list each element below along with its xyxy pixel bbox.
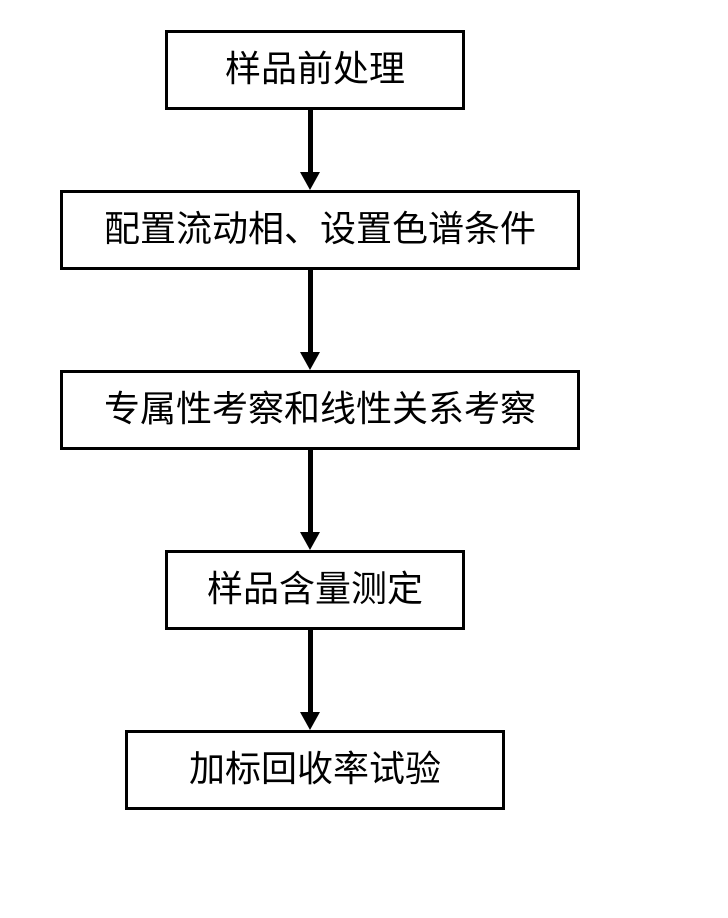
arrow-2-head (300, 352, 320, 370)
flow-node-3-label: 专属性考察和线性关系考察 (104, 388, 536, 431)
arrow-4-head (300, 712, 320, 730)
arrow-4-line (308, 630, 313, 712)
flow-node-4-label: 样品含量测定 (207, 568, 423, 611)
arrow-3-head (300, 532, 320, 550)
flow-node-3: 专属性考察和线性关系考察 (60, 370, 580, 450)
arrow-3-line (308, 450, 313, 532)
flow-node-2: 配置流动相、设置色谱条件 (60, 190, 580, 270)
flow-node-2-label: 配置流动相、设置色谱条件 (104, 208, 536, 251)
flow-node-1: 样品前处理 (165, 30, 465, 110)
flow-node-1-label: 样品前处理 (225, 48, 405, 91)
arrow-1-head (300, 172, 320, 190)
flow-node-5-label: 加标回收率试验 (189, 748, 441, 791)
arrow-1-line (308, 110, 313, 172)
flow-node-4: 样品含量测定 (165, 550, 465, 630)
flow-node-5: 加标回收率试验 (125, 730, 505, 810)
arrow-2-line (308, 270, 313, 352)
